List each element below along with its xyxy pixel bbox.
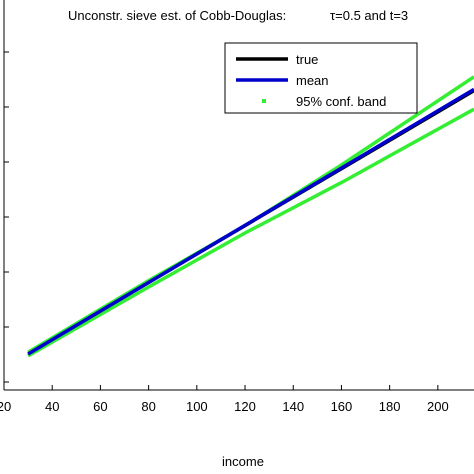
x-tick-label: 160 xyxy=(331,399,353,414)
legend-label: mean xyxy=(296,73,329,88)
legend: true mean 95% conf. band xyxy=(224,42,418,114)
x-tick-label: 140 xyxy=(282,399,304,414)
chart-title: Unconstr. sieve est. of Cobb-Douglas: xyxy=(68,8,286,23)
conf-band-line xyxy=(27,107,474,358)
x-tick-label: 200 xyxy=(427,399,449,414)
x-tick-label: 80 xyxy=(141,399,155,414)
legend-label: 95% conf. band xyxy=(296,94,386,109)
legend-label: true xyxy=(296,52,318,67)
x-tick-label: 40 xyxy=(45,399,59,414)
x-tick-label: 180 xyxy=(379,399,401,414)
x-tick-label: 20 xyxy=(0,399,11,414)
mean-line xyxy=(27,87,474,356)
legend-marker xyxy=(262,99,266,103)
axes-layer: 20 40 60 80 100 120 140 160 180 200 xyxy=(0,0,474,414)
chart-title-params: τ=0.5 and t=3 xyxy=(330,8,408,23)
x-axis-label: income xyxy=(222,454,264,469)
x-tick-label: 120 xyxy=(234,399,256,414)
legend-box xyxy=(224,42,418,114)
x-tick-label: 60 xyxy=(93,399,107,414)
series-layer xyxy=(27,75,474,358)
x-tick-label: 100 xyxy=(186,399,208,414)
